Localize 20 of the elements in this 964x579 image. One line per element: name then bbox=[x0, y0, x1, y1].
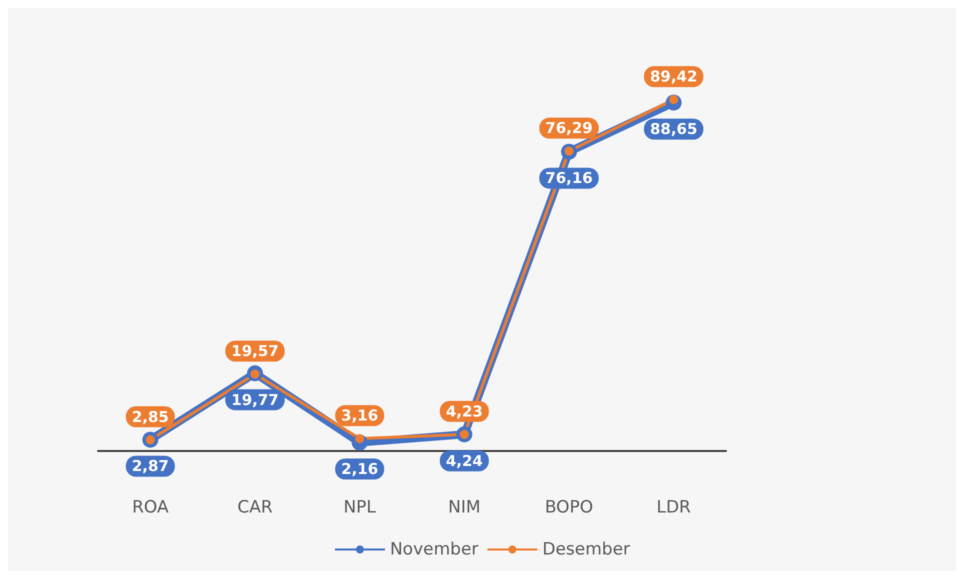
data-label: 4,24 bbox=[446, 452, 483, 470]
data-label: 89,42 bbox=[650, 68, 698, 86]
data-label: 2,16 bbox=[341, 460, 378, 478]
x-tick-label: CAR bbox=[237, 498, 273, 518]
x-tick-label: LDR bbox=[656, 498, 692, 518]
data-label: 19,57 bbox=[231, 342, 279, 360]
legend-label: Desember bbox=[542, 540, 630, 560]
data-label: 88,65 bbox=[650, 120, 698, 138]
x-tick-label: ROA bbox=[132, 498, 169, 518]
data-label: 3,16 bbox=[341, 406, 378, 425]
data-label: 76,29 bbox=[545, 119, 593, 138]
data-label: 2,87 bbox=[132, 457, 169, 476]
x-tick-label: NPL bbox=[343, 498, 376, 518]
data-label: 2,85 bbox=[132, 408, 169, 426]
legend-label: November bbox=[390, 540, 478, 560]
data-label: 19,77 bbox=[231, 390, 279, 409]
x-tick-label: NIM bbox=[448, 498, 481, 518]
data-label: 76,16 bbox=[545, 169, 593, 188]
x-tick-label: BOPO bbox=[544, 498, 594, 518]
data-label: 4,23 bbox=[446, 402, 483, 420]
